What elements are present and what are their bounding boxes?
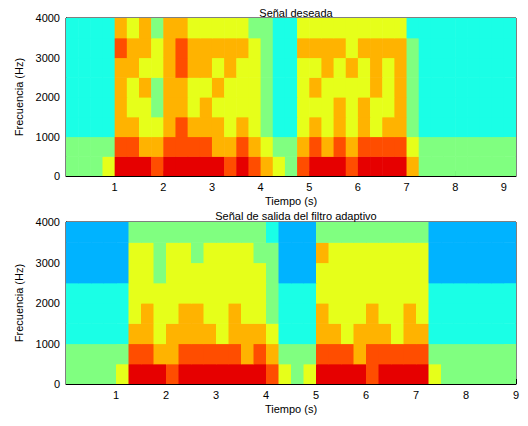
svg-text:2: 2 [160, 181, 166, 193]
svg-text:6: 6 [355, 181, 361, 193]
svg-text:2000: 2000 [36, 91, 60, 103]
svg-text:4: 4 [263, 389, 269, 401]
svg-text:0: 0 [54, 170, 60, 182]
svg-text:4000: 4000 [36, 216, 60, 228]
svg-text:3: 3 [213, 389, 219, 401]
svg-text:3000: 3000 [36, 52, 60, 64]
svg-text:1000: 1000 [36, 131, 60, 143]
svg-text:4000: 4000 [36, 12, 60, 24]
svg-text:1: 1 [113, 389, 119, 401]
svg-text:1000: 1000 [36, 338, 60, 350]
svg-text:8: 8 [463, 389, 469, 401]
svg-text:6: 6 [363, 389, 369, 401]
svg-text:9: 9 [501, 181, 507, 193]
svg-text:2000: 2000 [36, 297, 60, 309]
svg-text:Tiempo (s): Tiempo (s) [265, 403, 317, 415]
svg-text:Frecuencia (Hz): Frecuencia (Hz) [13, 264, 25, 342]
svg-text:8: 8 [452, 181, 458, 193]
svg-text:Tiempo (s): Tiempo (s) [265, 195, 317, 207]
svg-text:1: 1 [112, 181, 118, 193]
svg-text:3000: 3000 [36, 257, 60, 269]
svg-text:5: 5 [313, 389, 319, 401]
svg-text:7: 7 [403, 181, 409, 193]
svg-text:0: 0 [54, 378, 60, 390]
svg-text:4: 4 [258, 181, 264, 193]
svg-text:Frecuencia (Hz): Frecuencia (Hz) [13, 58, 25, 136]
svg-text:3: 3 [209, 181, 215, 193]
svg-text:7: 7 [413, 389, 419, 401]
svg-text:5: 5 [306, 181, 312, 193]
svg-text:2: 2 [163, 389, 169, 401]
svg-text:Señal de salida del filtro ada: Señal de salida del filtro adaptivo [215, 210, 376, 222]
svg-text:Señal deseada: Señal deseada [259, 7, 333, 19]
svg-text:9: 9 [513, 389, 519, 401]
